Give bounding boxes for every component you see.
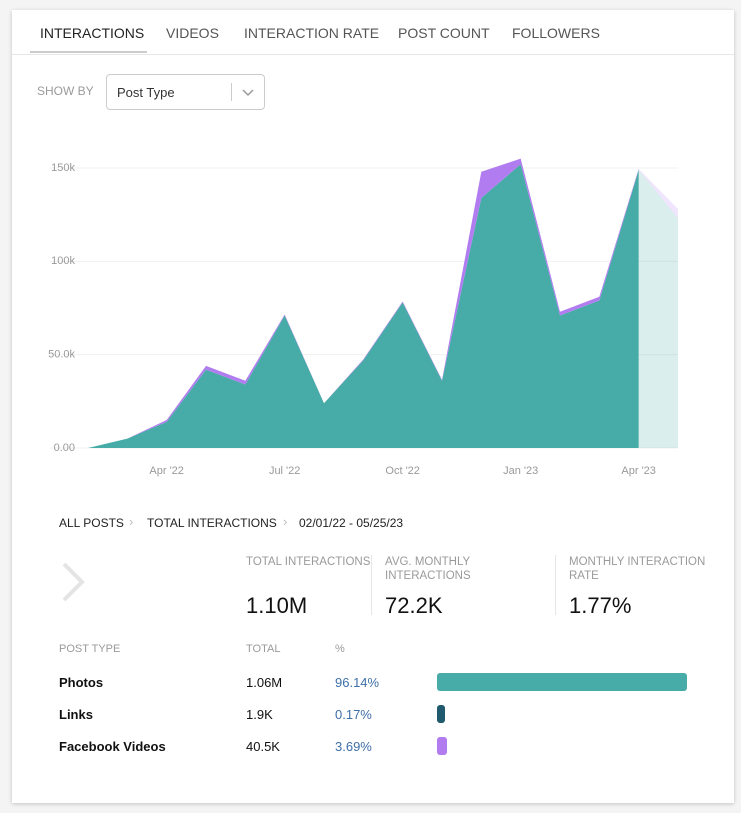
table-header: % [335, 643, 345, 655]
table-header: TOTAL [246, 643, 281, 655]
tab[interactable]: INTERACTION RATE [244, 25, 380, 41]
row-total: 40.5K [246, 739, 280, 754]
tab[interactable]: FOLLOWERS [512, 25, 600, 41]
row-percent: 3.69% [335, 739, 372, 754]
stat-divider [371, 555, 372, 615]
select-value: Post Type [117, 85, 175, 100]
next-arrow[interactable] [58, 560, 88, 604]
row-total: 1.06M [246, 675, 283, 690]
tab[interactable]: INTERACTIONS [40, 25, 145, 41]
row-name: Facebook Videos [59, 739, 166, 754]
stat-label: AVG. MONTHLY INTERACTIONS [385, 556, 471, 582]
row-percent: 96.14% [335, 675, 380, 690]
row-name: Photos [59, 675, 104, 690]
stat-label: MONTHLY INTERACTION RATE [569, 556, 706, 582]
chart: 0.00 50.0k 100k 150k Apr '22 Jul '22 Oct '22 Ja… [48, 158, 678, 477]
x-tick-label: Apr '22 [149, 465, 184, 477]
breadcrumb-sep: › [129, 514, 134, 529]
row-percent: 0.17% [335, 707, 372, 722]
area [638, 168, 678, 219]
x-tick-label: Apr '23 [621, 465, 656, 477]
stat-value: 72.2K [385, 593, 443, 618]
y-tick-label: 50.0k [48, 349, 75, 361]
show-by-label: SHOW BY [37, 84, 94, 98]
tab-underline [30, 51, 147, 53]
stat-value: 1.10M [246, 593, 308, 618]
stat-label: TOTAL INTERACTIONS [246, 556, 371, 568]
percent-bar [437, 673, 687, 691]
tab-divider [12, 54, 734, 55]
x-tick-label: Jan '23 [503, 465, 538, 477]
breadcrumb: ALL POSTS [59, 516, 124, 530]
y-tick-label: 100k [51, 255, 75, 267]
y-tick-label: 0.00 [54, 442, 75, 454]
row-name: Links [59, 707, 93, 722]
x-tick-label: Jul '22 [269, 465, 300, 477]
area [88, 158, 639, 448]
percent-bar [437, 705, 445, 723]
tab[interactable]: POST COUNT [398, 25, 490, 41]
area [638, 169, 678, 448]
x-tick-label: Oct '22 [385, 465, 420, 477]
area [88, 164, 639, 449]
table-header: POST TYPE [59, 643, 121, 655]
chevron [242, 89, 254, 97]
breadcrumb-sep: › [283, 514, 288, 529]
breadcrumb: TOTAL INTERACTIONS [147, 516, 277, 530]
y-tick-label: 150k [51, 162, 75, 174]
percent-bar [437, 737, 447, 755]
select-sep [231, 83, 232, 101]
stat-divider [555, 555, 556, 615]
select[interactable]: Post Type [106, 74, 265, 110]
row-total: 1.9K [246, 707, 273, 722]
stat-value: 1.77% [569, 593, 632, 618]
tab[interactable]: VIDEOS [166, 25, 219, 41]
breadcrumb: 02/01/22 - 05/25/23 [299, 516, 404, 530]
